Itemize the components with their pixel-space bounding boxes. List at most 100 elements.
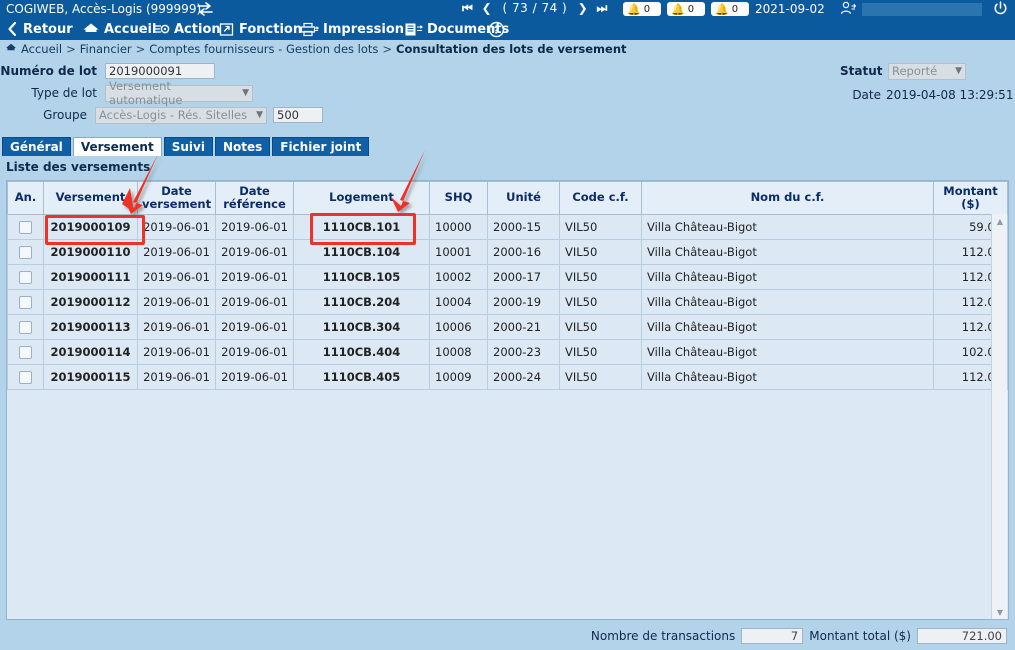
tab-versement[interactable]: Versement: [72, 137, 162, 156]
row-checkbox-cell[interactable]: [7, 289, 44, 315]
row-checkbox-cell[interactable]: [7, 314, 44, 340]
row-checkbox[interactable]: [19, 321, 32, 334]
cell-date-versement: 2019-06-01: [137, 314, 216, 340]
chevron-down-icon: ▼: [256, 110, 263, 120]
tab-general[interactable]: Général: [2, 137, 71, 156]
cell-versement[interactable]: 2019000109: [43, 214, 138, 240]
cell-code-cf: VIL50: [559, 239, 642, 265]
system-date: 2021-09-02: [755, 2, 825, 16]
row-checkbox[interactable]: [19, 296, 32, 309]
table-row[interactable]: 2019000115 2019-06-01 2019-06-01 1110CB.405…: [7, 364, 1008, 390]
scroll-up-icon[interactable]: ▲: [996, 216, 1004, 226]
alert-green-badge[interactable]: 🔔 0: [711, 2, 749, 16]
column-header-date-reference[interactable]: Date référence: [215, 181, 294, 215]
column-header-code-cf[interactable]: Code c.f.: [559, 181, 642, 215]
cell-date-versement: 2019-06-01: [137, 364, 216, 390]
table-row[interactable]: 2019000109 2019-06-01 2019-06-01 1110CB.101…: [7, 214, 1008, 240]
alert-red-badge[interactable]: 🔔 0: [623, 2, 661, 16]
cell-code-cf: VIL50: [559, 264, 642, 290]
cell-versement[interactable]: 2019000110: [43, 239, 138, 265]
table-row[interactable]: 2019000110 2019-06-01 2019-06-01 1110CB.104…: [7, 239, 1008, 265]
back-button[interactable]: Retour: [6, 19, 73, 39]
nav-last-icon[interactable]: ⏭: [596, 1, 608, 15]
row-checkbox[interactable]: [19, 221, 32, 234]
grid-footer: Nombre de transactions 7 Montant total (…: [0, 622, 1015, 650]
table-row[interactable]: 2019000111 2019-06-01 2019-06-01 1110CB.105…: [7, 264, 1008, 290]
cell-shq: 10008: [429, 339, 488, 365]
cell-logement[interactable]: 1110CB.104: [293, 239, 430, 265]
row-checkbox[interactable]: [19, 371, 32, 384]
user-switch-icon[interactable]: [840, 1, 857, 20]
table-row[interactable]: 2019000114 2019-06-01 2019-06-01 1110CB.404…: [7, 339, 1008, 365]
row-checkbox-cell[interactable]: [7, 339, 44, 365]
cell-logement[interactable]: 1110CB.101: [293, 214, 430, 240]
cell-nom-cf: Villa Château-Bigot: [641, 264, 934, 290]
row-checkbox-cell[interactable]: [7, 364, 44, 390]
tab-notes[interactable]: Notes: [214, 137, 271, 156]
statut-label: Statut: [840, 64, 883, 78]
column-header-logement[interactable]: Logement: [293, 181, 430, 215]
row-checkbox[interactable]: [19, 246, 32, 259]
cell-unite: 2000-23: [487, 339, 560, 365]
breadcrumb-item-comptes-fournisseurs[interactable]: Comptes fournisseurs - Gestion des lots: [149, 42, 379, 56]
cell-logement[interactable]: 1110CB.304: [293, 314, 430, 340]
column-header-shq[interactable]: SHQ: [429, 181, 488, 215]
breadcrumb-item-accueil[interactable]: Accueil: [21, 42, 63, 56]
cell-shq: 10009: [429, 364, 488, 390]
groupe-select[interactable]: Accès-Logis - Rés. Sitelles ▼: [95, 106, 267, 124]
column-header-nom-cf[interactable]: Nom du c.f.: [641, 181, 934, 215]
type-lot-select[interactable]: Versement automatique ▼: [105, 79, 253, 107]
cell-shq: 10006: [429, 314, 488, 340]
cell-versement[interactable]: 2019000115: [43, 364, 138, 390]
table-row[interactable]: 2019000112 2019-06-01 2019-06-01 1110CB.204…: [7, 289, 1008, 315]
alert-orange-badge[interactable]: 🔔 0: [667, 2, 705, 16]
power-icon[interactable]: [993, 1, 1008, 19]
grid-vertical-scrollbar[interactable]: ▲ ▼: [991, 214, 1007, 619]
total-amount-value: 721.00: [917, 628, 1007, 644]
row-checkbox-cell[interactable]: [7, 214, 44, 240]
scroll-down-icon[interactable]: ▼: [996, 607, 1004, 617]
row-checkbox[interactable]: [19, 271, 32, 284]
cell-date-reference: 2019-06-01: [215, 364, 294, 390]
back-chevron-icon: [6, 21, 19, 37]
cell-versement[interactable]: 2019000113: [43, 314, 138, 340]
row-checkbox[interactable]: [19, 346, 32, 359]
breadcrumb-item-financier[interactable]: Financier: [79, 42, 132, 56]
column-header-date-versement[interactable]: Date versement: [137, 181, 216, 215]
column-header-montant[interactable]: Montant ($): [933, 181, 1008, 215]
home-button[interactable]: Accueil: [82, 19, 156, 39]
breadcrumb-home-icon[interactable]: [5, 42, 17, 56]
user-name-field[interactable]: [862, 3, 982, 16]
statut-value: Reporté: [892, 64, 938, 78]
groupe-code-input[interactable]: 500: [273, 107, 323, 123]
nav-next-icon[interactable]: ❯: [577, 1, 589, 15]
bell-red-icon: 🔔: [627, 2, 641, 16]
tab-suivi[interactable]: Suivi: [163, 137, 213, 156]
cell-logement[interactable]: 1110CB.105: [293, 264, 430, 290]
cell-logement[interactable]: 1110CB.404: [293, 339, 430, 365]
breadcrumb-separator: >: [382, 42, 393, 56]
swap-icon[interactable]: [196, 0, 214, 21]
cell-logement[interactable]: 1110CB.204: [293, 289, 430, 315]
cell-versement[interactable]: 2019000111: [43, 264, 138, 290]
documents-button[interactable]: Documents: [404, 19, 509, 39]
nav-first-icon[interactable]: ⏮: [462, 1, 474, 15]
column-header-unite[interactable]: Unité: [487, 181, 560, 215]
help-button[interactable]: ?: [488, 19, 505, 39]
cell-logement[interactable]: 1110CB.405: [293, 364, 430, 390]
table-row[interactable]: 2019000113 2019-06-01 2019-06-01 1110CB.304…: [7, 314, 1008, 340]
row-checkbox-cell[interactable]: [7, 239, 44, 265]
print-button[interactable]: Impression: [300, 19, 404, 39]
breadcrumb-current-page: Consultation des lots de versement: [396, 42, 627, 56]
cell-versement[interactable]: 2019000112: [43, 289, 138, 315]
column-header-versement[interactable]: Versement: [43, 181, 138, 215]
row-checkbox-cell[interactable]: [7, 264, 44, 290]
numero-lot-input[interactable]: 2019000091: [105, 63, 215, 79]
statut-select[interactable]: Reporté ▼: [888, 62, 966, 80]
tab-fichier-joint[interactable]: Fichier joint: [272, 137, 370, 156]
action-button[interactable]: Action: [152, 19, 221, 39]
cell-versement[interactable]: 2019000114: [43, 339, 138, 365]
column-header-an[interactable]: An.: [7, 181, 44, 215]
function-button[interactable]: Fonction: [219, 19, 302, 39]
nav-prev-icon[interactable]: ❮: [481, 1, 493, 15]
